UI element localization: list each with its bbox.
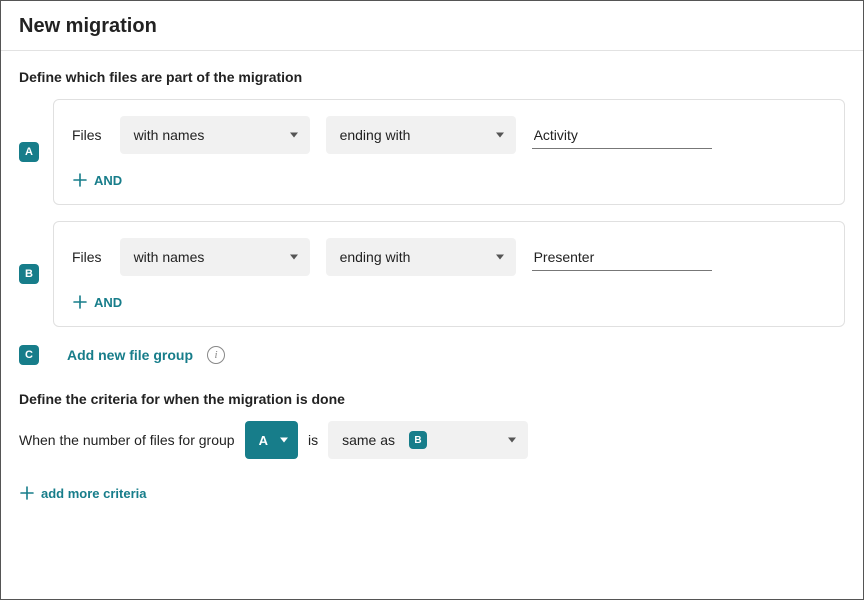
select-value: ending with bbox=[340, 249, 411, 265]
select-value: ending with bbox=[340, 127, 411, 143]
criteria-prefix: When the number of files for group bbox=[19, 432, 235, 448]
criteria-group-select[interactable]: A bbox=[245, 421, 298, 459]
plus-icon bbox=[72, 294, 88, 310]
and-label: AND bbox=[94, 295, 122, 310]
file-group-card: Files with names ending with AND bbox=[53, 99, 845, 205]
select-value: with names bbox=[134, 127, 205, 143]
filter-field-select[interactable]: with names bbox=[120, 116, 310, 154]
compare-badge: B bbox=[409, 431, 427, 449]
file-group-row: A Files with names ending with bbox=[19, 99, 845, 205]
filter-field-select[interactable]: with names bbox=[120, 238, 310, 276]
dialog-title: New migration bbox=[19, 15, 845, 38]
and-label: AND bbox=[94, 173, 122, 188]
criteria-is-label: is bbox=[308, 432, 318, 448]
add-file-group-row: C Add new file group i bbox=[19, 345, 845, 365]
add-more-label: add more criteria bbox=[41, 486, 147, 501]
criteria-compare-select[interactable]: same as B bbox=[328, 421, 528, 459]
plus-icon bbox=[19, 485, 35, 501]
plus-icon bbox=[72, 172, 88, 188]
chevron-down-icon bbox=[496, 133, 504, 138]
add-more-criteria-button[interactable]: add more criteria bbox=[19, 485, 147, 501]
filter-line: Files with names ending with bbox=[72, 238, 826, 276]
files-label: Files bbox=[72, 249, 102, 265]
chevron-down-icon bbox=[290, 255, 298, 260]
files-label: Files bbox=[72, 127, 102, 143]
add-and-condition-button[interactable]: AND bbox=[72, 294, 122, 310]
group-badge-c: C bbox=[19, 345, 39, 365]
select-value: A bbox=[259, 433, 268, 448]
select-value: same as bbox=[342, 432, 395, 448]
select-value: with names bbox=[134, 249, 205, 265]
filter-op-select[interactable]: ending with bbox=[326, 238, 516, 276]
chevron-down-icon bbox=[280, 438, 288, 443]
filter-op-select[interactable]: ending with bbox=[326, 116, 516, 154]
migration-dialog: New migration Define which files are par… bbox=[0, 0, 864, 600]
dialog-header: New migration bbox=[1, 1, 863, 51]
info-icon[interactable]: i bbox=[207, 346, 225, 364]
group-badge-b: B bbox=[19, 264, 39, 284]
criteria-line: When the number of files for group A is … bbox=[19, 421, 845, 459]
chevron-down-icon bbox=[496, 255, 504, 260]
filter-value-input[interactable] bbox=[532, 243, 712, 271]
filter-value-input[interactable] bbox=[532, 121, 712, 149]
dialog-body: Define which files are part of the migra… bbox=[1, 51, 863, 599]
chevron-down-icon bbox=[290, 133, 298, 138]
add-file-group-button[interactable]: Add new file group bbox=[67, 347, 193, 363]
filter-line: Files with names ending with bbox=[72, 116, 826, 154]
group-badge-a: A bbox=[19, 142, 39, 162]
add-and-condition-button[interactable]: AND bbox=[72, 172, 122, 188]
section-files-label: Define which files are part of the migra… bbox=[19, 69, 845, 85]
file-group-row: B Files with names ending with bbox=[19, 221, 845, 327]
file-group-card: Files with names ending with AND bbox=[53, 221, 845, 327]
chevron-down-icon bbox=[508, 438, 516, 443]
section-criteria-label: Define the criteria for when the migrati… bbox=[19, 391, 845, 407]
